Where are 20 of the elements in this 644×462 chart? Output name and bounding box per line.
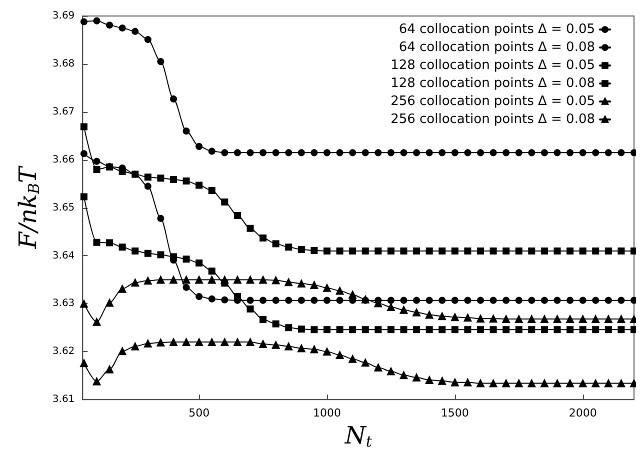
y-tick-label: 3.65: [52, 202, 75, 214]
y-tick-label: 3.64: [52, 250, 75, 262]
y-tick-label: 3.67: [52, 106, 75, 118]
x-tick-label: 1500: [440, 406, 469, 420]
y-axis-title: F/nkBT: [14, 164, 43, 250]
legend-label: 64 collocation points Δ = 0.05: [398, 22, 595, 37]
legend-label: 128 collocation points Δ = 0.08: [390, 76, 595, 91]
legend-label: 256 collocation points Δ = 0.08: [390, 112, 595, 127]
y-tick-label: 3.69: [52, 10, 75, 22]
x-tick-label: 2000: [568, 406, 597, 420]
y-tick-label: 3.68: [52, 58, 75, 70]
y-tick-label: 3.62: [52, 346, 75, 358]
x-tick-label: 500: [188, 406, 210, 420]
y-tick-label: 3.61: [52, 394, 75, 406]
x-tick-label: 1000: [312, 406, 341, 420]
y-tick-label: 3.66: [52, 154, 75, 166]
legend-label: 256 collocation points Δ = 0.05: [390, 94, 595, 109]
legend-label: 64 collocation points Δ = 0.08: [398, 40, 595, 55]
legend-label: 128 collocation points Δ = 0.05: [390, 58, 595, 73]
y-tick-label: 3.63: [52, 298, 75, 310]
